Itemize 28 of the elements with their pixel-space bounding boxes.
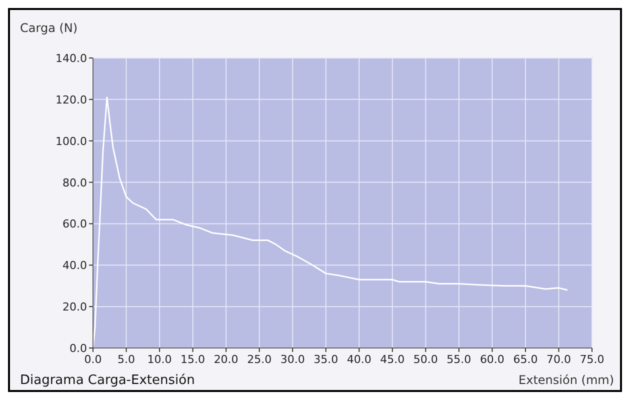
y-tick-label: 80.0 <box>62 176 87 190</box>
line-series <box>92 96 568 349</box>
x-tick-label: 75.0 <box>580 353 604 366</box>
y-tick-label: 0.0 <box>70 342 87 355</box>
y-tick-label: 100.0 <box>56 134 87 148</box>
x-tick-label: 65.0 <box>513 353 538 366</box>
x-tick-label: 60.0 <box>480 353 504 366</box>
y-axis-title: Carga (N) <box>20 21 78 35</box>
y-tick-label: 20.0 <box>62 300 87 314</box>
text: Diagrama Carga-Extensión <box>20 373 195 388</box>
y-tick-label: 40.0 <box>62 259 87 272</box>
y-tick-label: 140.0 <box>56 52 87 65</box>
x-tick-label: 55.0 <box>446 353 472 366</box>
x-tick-label: 20.0 <box>214 353 238 366</box>
x-tick-label: 5.0 <box>118 353 136 366</box>
x-tick-label: 70.0 <box>546 353 571 366</box>
y-tick-label: 120.0 <box>56 93 87 106</box>
x-tick-label: 0.0 <box>84 353 102 366</box>
x-tick-label: 45.0 <box>380 353 405 366</box>
x-tick-label: 25.0 <box>247 353 272 366</box>
x-tick-label: 30.0 <box>280 353 305 366</box>
x-tick-label: 15.0 <box>180 353 206 366</box>
x-tick-label: 50.0 <box>413 353 438 366</box>
x-axis-title: Extensión (mm) <box>518 373 614 387</box>
x-tick-label: 10.0 <box>147 353 172 366</box>
y-tick-label: 60.0 <box>62 218 87 231</box>
x-tick-label: 35.0 <box>314 353 338 366</box>
x-tick-label: 40.0 <box>346 353 372 366</box>
